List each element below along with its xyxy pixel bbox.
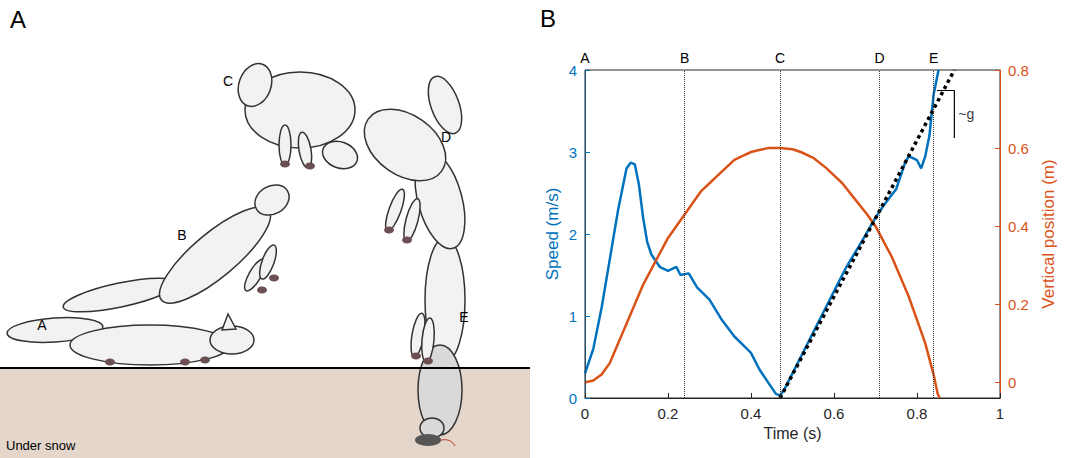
svg-text:E: E	[459, 309, 468, 325]
svg-text:C: C	[223, 73, 233, 89]
svg-text:B: B	[680, 50, 689, 66]
svg-text:Speed (m/s): Speed (m/s)	[543, 188, 562, 281]
svg-text:A: A	[580, 50, 590, 66]
svg-text:C: C	[775, 50, 785, 66]
svg-text:0.4: 0.4	[1008, 218, 1029, 235]
svg-text:0.8: 0.8	[907, 405, 928, 422]
svg-text:4: 4	[569, 62, 577, 79]
svg-text:~g: ~g	[958, 106, 974, 122]
svg-text:Time (s): Time (s)	[763, 425, 821, 442]
svg-text:0: 0	[581, 405, 589, 422]
svg-text:0.6: 0.6	[1008, 140, 1029, 157]
svg-text:D: D	[441, 129, 451, 145]
svg-text:1: 1	[569, 308, 577, 325]
svg-text:2: 2	[569, 226, 577, 243]
svg-text:B: B	[177, 227, 186, 243]
svg-text:A: A	[10, 6, 26, 33]
svg-text:0.8: 0.8	[1008, 62, 1029, 79]
svg-text:A: A	[37, 317, 47, 333]
svg-text:E: E	[929, 50, 938, 66]
svg-text:Under snow: Under snow	[6, 438, 76, 453]
svg-text:D: D	[875, 50, 885, 66]
svg-text:0.4: 0.4	[741, 405, 762, 422]
svg-text:0: 0	[569, 390, 577, 407]
svg-text:0.2: 0.2	[658, 405, 679, 422]
svg-text:B: B	[540, 5, 556, 32]
svg-text:3: 3	[569, 144, 577, 161]
svg-text:0.6: 0.6	[824, 405, 845, 422]
svg-text:0: 0	[1008, 374, 1016, 391]
svg-text:Vertical position (m): Vertical position (m)	[1039, 159, 1058, 308]
svg-text:0.2: 0.2	[1008, 296, 1029, 313]
svg-text:1: 1	[996, 405, 1004, 422]
